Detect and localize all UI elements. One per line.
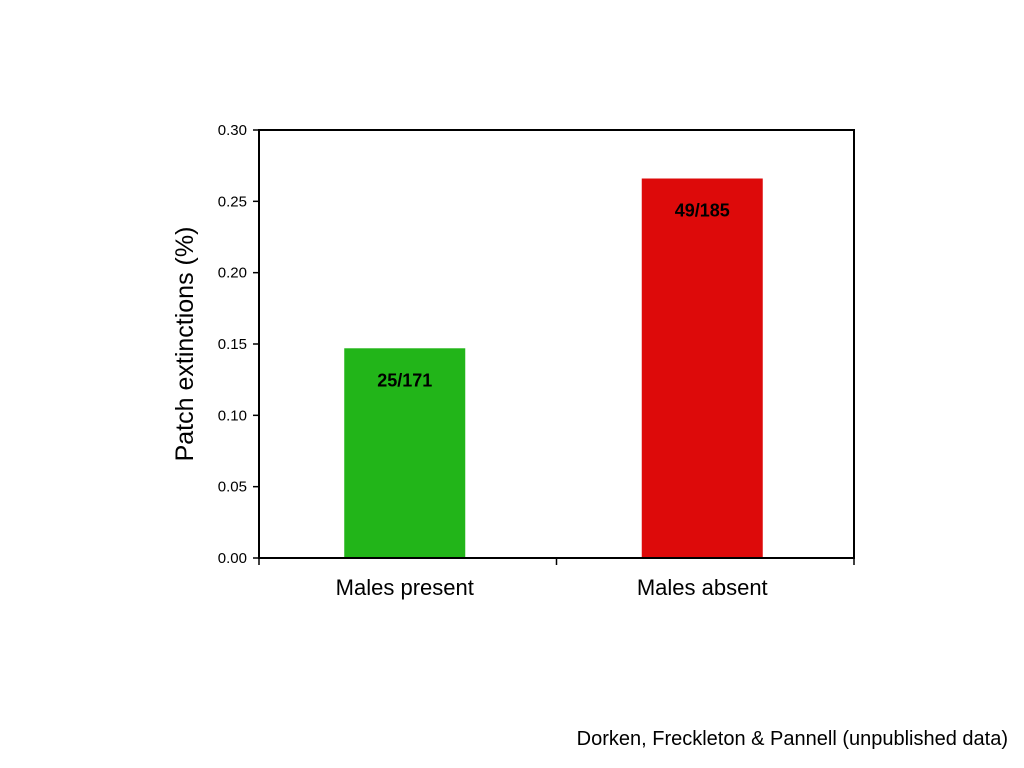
- y-tick-label: 0.10: [218, 407, 247, 424]
- y-tick-label: 0.30: [218, 122, 247, 139]
- y-tick-label: 0.00: [218, 550, 247, 567]
- bar-data-label: 25/171: [377, 370, 432, 390]
- bar-males-absent: [641, 178, 763, 559]
- citation-text: Dorken, Freckleton & Pannell (unpublishe…: [576, 728, 1008, 750]
- y-tick-label: 0.05: [218, 479, 247, 496]
- x-category-label: Males absent: [637, 575, 768, 600]
- bar-data-label: 49/185: [675, 201, 730, 221]
- y-axis-label: Patch extinctions (%): [171, 227, 199, 462]
- bar-males-present: [344, 348, 466, 558]
- y-tick-label: 0.20: [218, 265, 247, 282]
- x-category-label: Males present: [336, 575, 474, 600]
- y-tick-label: 0.25: [218, 193, 247, 210]
- y-tick-label: 0.15: [218, 336, 247, 353]
